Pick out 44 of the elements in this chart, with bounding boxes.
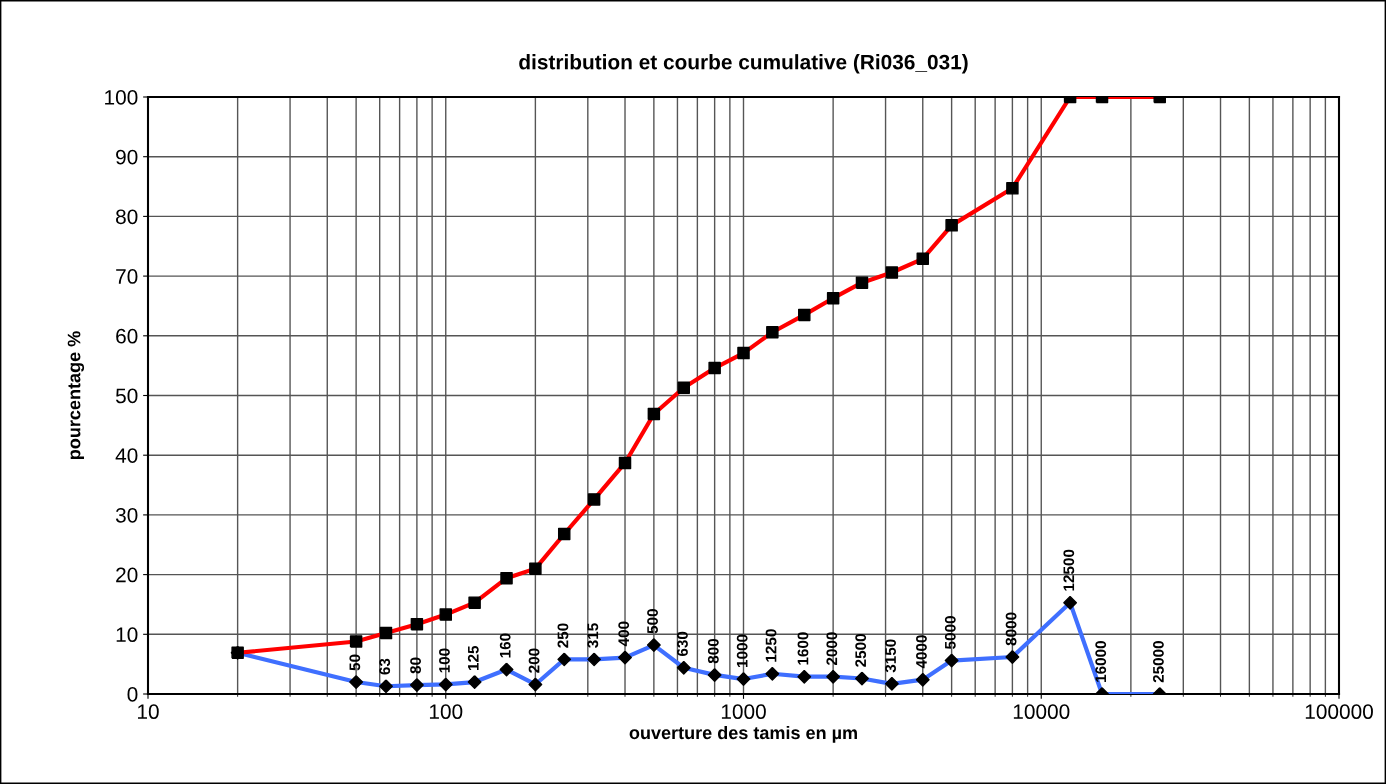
annotation: 630: [677, 631, 688, 657]
y-tick-label: 0: [127, 687, 138, 702]
y-tick-label: 80: [116, 209, 138, 225]
y-tick-label: 50: [115, 388, 138, 404]
x-tick-label: 10: [138, 704, 159, 720]
annotation: 400: [618, 621, 630, 647]
annotation: 125: [467, 645, 479, 670]
annotation: 8000: [1005, 612, 1017, 646]
annotation: 5000: [944, 616, 956, 649]
y-tick-label: 100: [105, 90, 138, 105]
annotation: 500: [647, 609, 658, 634]
annotation: 80: [410, 657, 421, 674]
annotation: 16000: [1095, 641, 1107, 682]
annotation: 12500: [1063, 549, 1075, 591]
annotation: 50: [349, 654, 361, 671]
y-tick-label: 30: [115, 507, 138, 523]
annotation: 63: [379, 658, 391, 675]
y-tick-label: 40: [115, 448, 138, 463]
x-tick-label: 10000: [1013, 704, 1070, 720]
annotation: 3150: [885, 639, 896, 673]
annotation: 200: [528, 648, 540, 673]
x-tick-label: 100000: [1305, 704, 1373, 720]
annotation: 25000: [1153, 641, 1164, 683]
annotation: 100: [439, 648, 450, 673]
y-tick-label: 70: [116, 269, 138, 284]
annotation: 800: [707, 638, 719, 664]
annotation: 315: [587, 623, 599, 648]
x-tick-label: 1000: [721, 704, 766, 720]
annotation: 2000: [826, 632, 838, 666]
y-axis-title: pourcentage %: [67, 331, 85, 460]
y-tick-label: 60: [116, 328, 138, 344]
chart-title: distribution et courbe cumulative (Ri036_031): [519, 54, 968, 74]
annotation: 4000: [916, 635, 927, 669]
x-axis-title: ouverture des tamis en µm: [629, 725, 857, 743]
x-tick-label: 100: [429, 704, 463, 720]
annotation: 160: [499, 633, 511, 658]
annotation: 1250: [765, 629, 777, 662]
y-tick-label: 20: [116, 567, 138, 583]
y-tick-label: 90: [116, 149, 138, 165]
annotation: 250: [557, 623, 569, 648]
annotation: 1600: [797, 632, 809, 665]
annotation: 2500: [855, 634, 867, 667]
annotation: 1000: [736, 634, 748, 667]
y-tick-label: 10: [116, 627, 138, 643]
